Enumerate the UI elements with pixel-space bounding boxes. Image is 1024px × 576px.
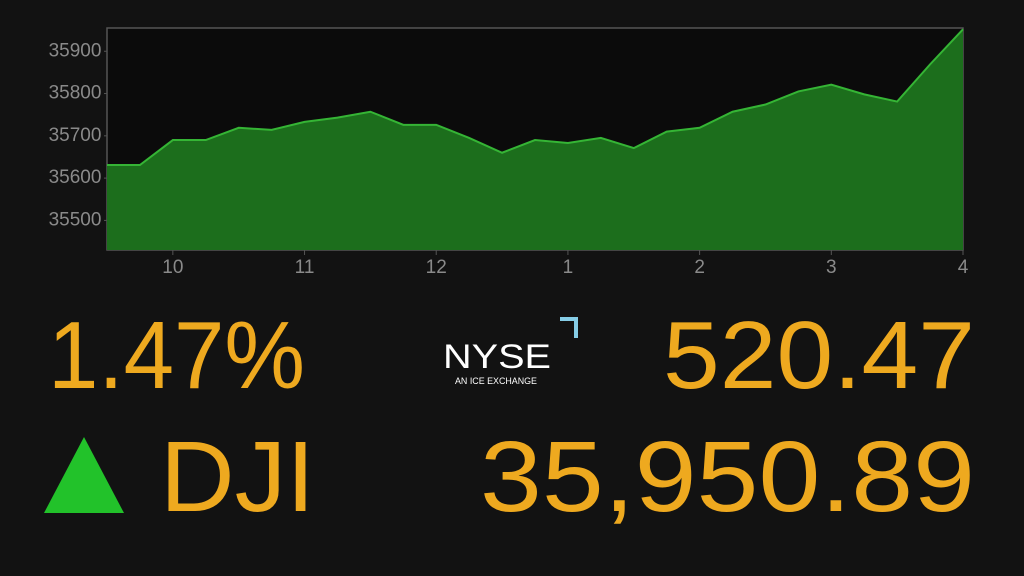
index-symbol: DJI xyxy=(160,421,315,533)
area xyxy=(107,29,963,251)
x-tick-label: 2 xyxy=(694,257,705,278)
y-tick-label: 35500 xyxy=(49,209,102,230)
point-change: 520.47 xyxy=(663,302,975,409)
index-price: 35,950.89 xyxy=(480,421,975,533)
x-tick-label: 10 xyxy=(162,257,183,278)
x-tick-label: 4 xyxy=(958,257,969,278)
x-tick-label: 11 xyxy=(295,257,315,278)
line xyxy=(107,28,964,167)
x-tick-label: 3 xyxy=(826,257,837,278)
y-tick-label: 35900 xyxy=(49,40,102,61)
x-tick-label: 1 xyxy=(563,257,574,278)
logo-tagline: AN ICE EXCHANGE xyxy=(455,376,537,386)
logo-corner xyxy=(560,317,578,338)
logo-name: NYSE xyxy=(443,338,551,376)
y-tick-label: 35600 xyxy=(49,167,102,188)
percent-change: 1.47% xyxy=(48,302,305,409)
y-tick-label: 35800 xyxy=(49,83,102,104)
y-tick-label: 35700 xyxy=(49,125,102,146)
up-arrow xyxy=(44,437,124,513)
x-tick-label: 12 xyxy=(426,257,447,278)
